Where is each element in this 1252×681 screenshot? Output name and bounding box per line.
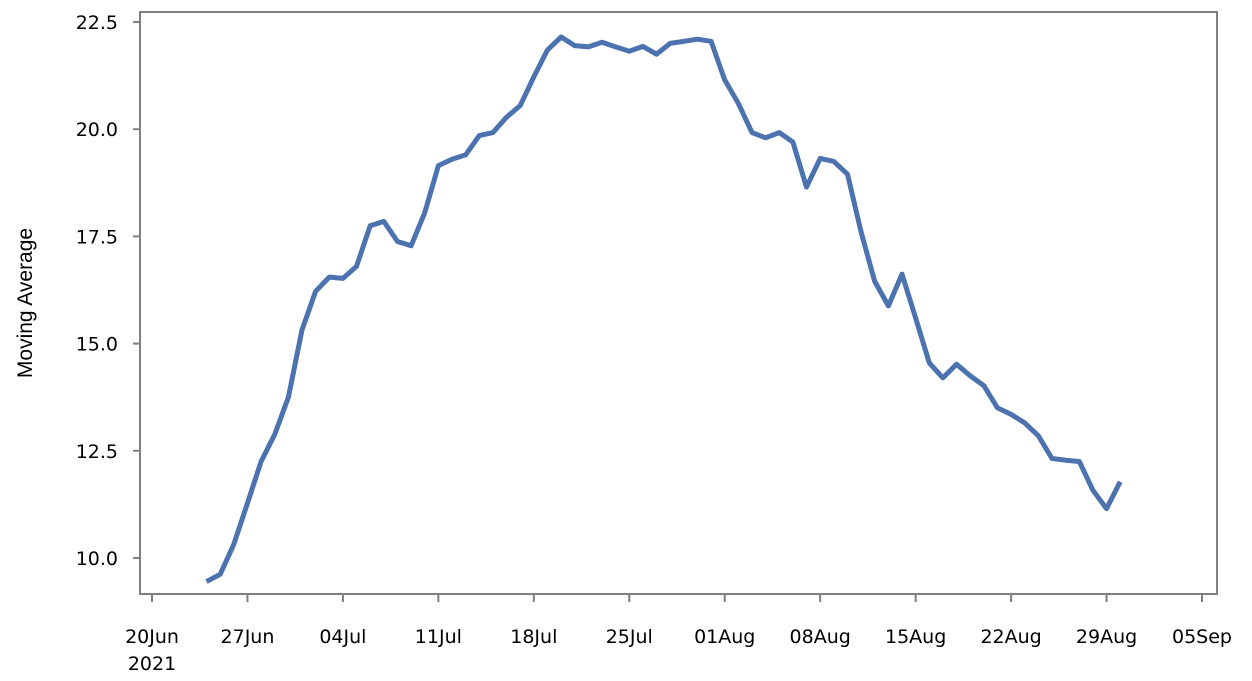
x-axis-year-label: 2021 bbox=[128, 653, 176, 675]
x-tick-label: 20Jun bbox=[125, 626, 179, 648]
x-tick-label: 29Aug bbox=[1076, 626, 1137, 648]
y-tick-label: 20.0 bbox=[76, 119, 118, 141]
x-tick-label: 04Jul bbox=[319, 626, 366, 648]
y-tick-label: 10.0 bbox=[76, 548, 118, 570]
x-axis: 20Jun 27Jun 04Jul 11Jul 18Jul 25Jul 01Aug 08Aug… bbox=[125, 594, 1232, 648]
y-tick-label: 17.5 bbox=[76, 226, 118, 248]
y-axis: 10.0 12.5 15.0 17.5 20.0 22.5 bbox=[76, 12, 140, 570]
y-tick-label: 12.5 bbox=[76, 441, 118, 463]
x-tick-label: 18Jul bbox=[510, 626, 557, 648]
plot-frame bbox=[139, 11, 1218, 595]
x-tick-label: 25Jul bbox=[606, 626, 653, 648]
y-tick-label: 22.5 bbox=[76, 12, 118, 34]
x-tick-label: 01Aug bbox=[694, 626, 755, 648]
x-tick-label: 05Sep bbox=[1172, 626, 1232, 648]
y-axis-title: Moving Average bbox=[14, 228, 37, 378]
x-tick-label: 15Aug bbox=[885, 626, 946, 648]
x-tick-label: 27Jun bbox=[221, 626, 275, 648]
x-tick-label: 11Jul bbox=[415, 626, 462, 648]
x-tick-label: 08Aug bbox=[790, 626, 851, 648]
y-tick-label: 15.0 bbox=[76, 334, 118, 356]
x-tick-label: 22Aug bbox=[980, 626, 1041, 648]
moving-average-line bbox=[205, 34, 1123, 584]
